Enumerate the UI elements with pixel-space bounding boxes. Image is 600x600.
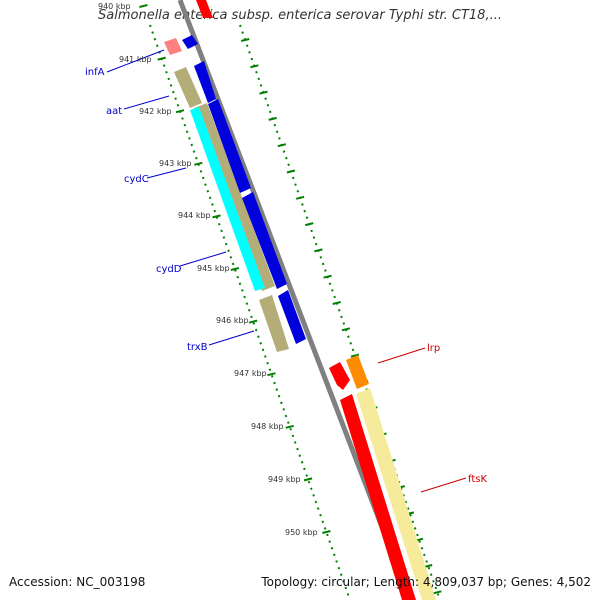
- tick-label-944: 944 kbp: [178, 211, 211, 220]
- gene-label-cydD: cydD: [156, 264, 182, 275]
- inner-tick: [212, 214, 221, 219]
- aat-cds-arrow: [194, 61, 216, 103]
- outer-tick: [332, 301, 341, 305]
- outer-tick: [268, 116, 277, 121]
- outer-tick: [433, 590, 442, 595]
- tick-label-942: 942 kbp: [139, 107, 172, 116]
- outer-tick: [350, 353, 360, 358]
- tick-label-945: 945 kbp: [197, 264, 230, 273]
- inner-tick: [322, 530, 331, 534]
- trxB-cds-arrow: [278, 290, 306, 344]
- gene-label-lrp: lrp: [427, 343, 440, 354]
- inner-tick: [248, 319, 258, 324]
- gene-label-ftsK: ftsK: [468, 474, 487, 485]
- lrp-leader: [377, 347, 426, 364]
- ftsK-feature: [356, 388, 436, 600]
- inner-tick: [175, 109, 185, 114]
- inner-tick: [285, 424, 294, 429]
- gene-label-infA: infA: [85, 67, 105, 78]
- infA-leader: [106, 49, 165, 73]
- outer-tick: [240, 38, 250, 42]
- ftsK-leader: [420, 477, 467, 493]
- outer-tick: [295, 195, 305, 200]
- outer-tick: [341, 327, 351, 332]
- trxB-feature: [259, 295, 289, 352]
- trxB-leader: [208, 330, 255, 346]
- cydC-leader: [146, 167, 187, 179]
- tick-label-940: 940 kbp: [98, 2, 131, 11]
- gene-label-trxB: trxB: [187, 342, 208, 353]
- tick-label-949: 949 kbp: [268, 475, 301, 484]
- cydD-feature: [190, 107, 265, 291]
- map-title: Salmonella enterica subsp. enterica sero…: [98, 8, 502, 23]
- cydD-cds-arrow: [242, 192, 287, 289]
- cydC-cds-arrow: [208, 99, 251, 193]
- inner-tick: [157, 56, 166, 61]
- inner-tick: [303, 477, 313, 482]
- outer-tick: [286, 169, 296, 174]
- infA-cds-arrow: [182, 35, 198, 49]
- infA-feature: [164, 38, 182, 55]
- ftsK-cds-arrow: [340, 394, 416, 600]
- inner-tick: [267, 372, 276, 377]
- tick-label-950: 950 kbp: [285, 528, 318, 537]
- tick-label-943: 943 kbp: [159, 159, 192, 168]
- accession-text: Accession: NC_003198: [9, 575, 146, 589]
- inner-tick: [139, 4, 148, 8]
- top-red-feature: [196, 0, 213, 18]
- tick-label-941: 941 kbp: [119, 55, 152, 64]
- lrp-cds-arrow: [329, 362, 350, 390]
- tick-label-947: 947 kbp: [234, 369, 267, 378]
- tick-label-948: 948 kbp: [251, 422, 284, 431]
- inner-tick: [230, 267, 240, 271]
- outer-tick: [250, 64, 259, 69]
- cydD-leader: [179, 251, 227, 267]
- outer-tick: [277, 143, 287, 148]
- outer-tick: [323, 274, 332, 279]
- topology-text: Topology: circular; Length: 4,809,037 bp…: [261, 575, 591, 589]
- gene-label-aat: aat: [106, 106, 122, 117]
- inner-tick: [194, 161, 203, 166]
- lrp-feature: [346, 355, 369, 389]
- aat-feature: [174, 67, 202, 108]
- outer-tick: [314, 248, 323, 253]
- gene-label-cydC: cydC: [124, 174, 149, 185]
- outer-tick: [305, 222, 314, 227]
- outer-tick: [259, 90, 268, 95]
- tick-label-946: 946 kbp: [216, 316, 249, 325]
- aat-leader: [123, 95, 170, 110]
- inner-tick-marks: [139, 4, 331, 534]
